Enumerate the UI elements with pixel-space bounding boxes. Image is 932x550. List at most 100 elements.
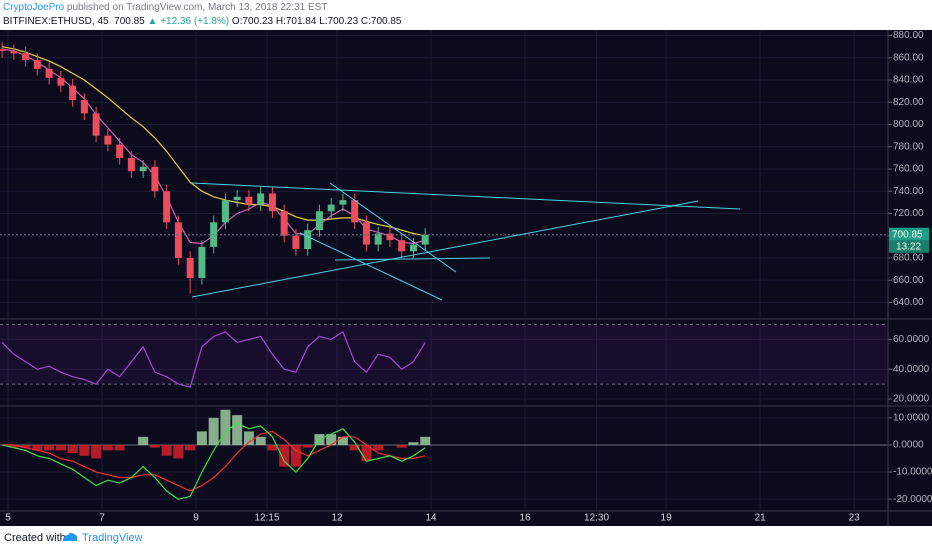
- background: [0, 30, 932, 526]
- histogram-bar: [114, 444, 125, 451]
- symbol-line: BITFINEX:ETHUSD, 45 700.85 ▲ +12.36 (+1.…: [3, 16, 402, 27]
- published: published on TradingView.com, March 13, …: [66, 2, 328, 13]
- candle-body: [45, 68, 53, 78]
- trend-line: [329, 182, 457, 273]
- histogram-bar: [220, 409, 231, 445]
- created: Created with: [4, 532, 66, 544]
- histogram-bar: [161, 444, 172, 456]
- countdown-label: 13:22: [896, 241, 921, 252]
- ohlc: O:700.23 H:701.84 L:700.23 C:700.85: [231, 16, 402, 27]
- y-tick-label: 680.00: [893, 253, 924, 264]
- histogram-bar: [420, 436, 431, 445]
- candle-body: [139, 166, 147, 172]
- x-tick-label: 5: [5, 513, 11, 524]
- trend-line: [299, 232, 443, 301]
- histogram-bar: [290, 444, 301, 467]
- candle-body: [386, 233, 394, 241]
- histogram-bar: [91, 444, 102, 459]
- candle-body: [339, 200, 347, 205]
- y-tick-label: 880.00: [893, 30, 924, 41]
- publish-line: CryptoJoePro published on TradingView.co…: [3, 2, 327, 13]
- y-tick-label: 760.00: [893, 164, 924, 175]
- candle-body: [116, 144, 124, 158]
- candle-body: [174, 222, 182, 258]
- histogram-bar: [326, 434, 337, 445]
- candle-body: [198, 246, 206, 278]
- candle-body: [221, 200, 229, 223]
- histogram-bar: [349, 444, 360, 451]
- candle-body: [163, 191, 171, 223]
- x-tick-label: 9: [193, 513, 199, 524]
- histogram-bar: [173, 444, 184, 459]
- candle-body: [374, 233, 382, 245]
- candle-body: [280, 211, 288, 236]
- candle-body: [362, 222, 370, 245]
- histogram-bar: [337, 436, 348, 445]
- trend-line: [191, 200, 699, 298]
- candle-body: [57, 77, 65, 86]
- y-tick-label: 10.0000: [893, 412, 930, 423]
- histogram-bar: [302, 444, 313, 448]
- histogram-bar: [243, 431, 254, 445]
- y-tick-label: 0.0000: [893, 440, 924, 451]
- y-tick-label: 40.0000: [893, 364, 930, 375]
- logo: [63, 532, 78, 541]
- y-tick-label: 20.0000: [893, 394, 930, 405]
- candle-body: [80, 100, 88, 114]
- candle-body: [257, 193, 265, 205]
- histogram-bar: [32, 444, 43, 451]
- x-tick-label: 12: [331, 513, 343, 524]
- histogram-bar: [255, 436, 266, 445]
- candle-body: [351, 200, 359, 223]
- y-tick-label: 60.0000: [893, 334, 930, 345]
- candle-body: [268, 193, 276, 212]
- x-tick-label: 12:30: [584, 513, 609, 524]
- candle-body: [0, 48, 6, 52]
- y-tick-label: 800.00: [893, 119, 924, 130]
- histogram-bar: [79, 444, 90, 456]
- y-tick-label: 860.00: [893, 52, 924, 63]
- x-tick-label: 12:15: [254, 513, 279, 524]
- histogram-bar: [8, 444, 19, 448]
- histogram-bar: [232, 415, 243, 445]
- brand[interactable]: TradingView: [82, 532, 143, 544]
- header: CryptoJoePro published on TradingView.co…: [0, 0, 932, 30]
- candle-body: [151, 166, 159, 192]
- x-tick-label: 21: [755, 513, 767, 524]
- change: ▲ +12.36 (+1.8%): [147, 16, 230, 27]
- candle-body: [304, 230, 312, 250]
- chart: 880.00860.00840.00820.00800.00780.00760.…: [0, 30, 932, 526]
- y-tick-label: -20.0000: [893, 494, 932, 505]
- x-tick-label: 19: [661, 513, 673, 524]
- histogram-bar: [44, 444, 55, 451]
- signal-line: [2, 430, 426, 492]
- rsi-band: [0, 324, 888, 385]
- candle-body: [245, 196, 253, 205]
- footer: Created with TradingView: [0, 526, 932, 550]
- y-tick-label: 720.00: [893, 208, 924, 219]
- y-tick-label: -10.0000: [893, 467, 932, 478]
- histogram-bar: [20, 444, 31, 448]
- candle-body: [292, 235, 300, 250]
- histogram-bar: [267, 444, 278, 451]
- last-price-box: [889, 227, 929, 241]
- x-tick-label: 16: [520, 513, 532, 524]
- price: 700.85: [114, 16, 145, 27]
- rsi-line: [1, 331, 426, 388]
- x-tick-label: 23: [849, 513, 861, 524]
- histogram-bar: [361, 444, 372, 462]
- y-tick-label: 740.00: [893, 186, 924, 197]
- histogram-bar: [55, 444, 66, 451]
- trend-line: [191, 182, 741, 210]
- histogram-bar: [149, 444, 160, 448]
- author[interactable]: CryptoJoePro: [3, 2, 65, 13]
- candle-body: [233, 196, 241, 201]
- countdown-box: [889, 240, 929, 253]
- y-tick-label: 780.00: [893, 141, 924, 152]
- histogram-bar: [279, 444, 290, 467]
- histogram-bar: [196, 431, 207, 445]
- histogram-bar: [373, 444, 384, 451]
- candle-body: [421, 234, 429, 245]
- trend-lines: [191, 182, 741, 301]
- histogram-bar: [408, 442, 419, 445]
